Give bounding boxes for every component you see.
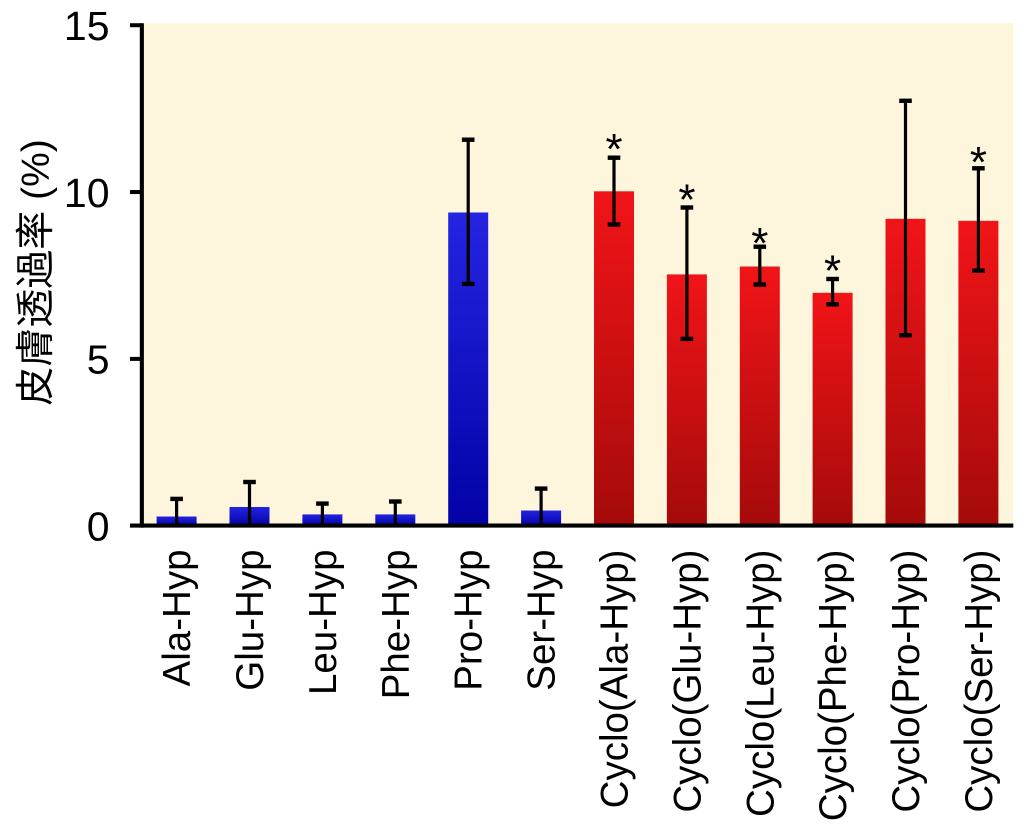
svg-text:Pro-Hyp: Pro-Hyp bbox=[448, 550, 491, 691]
svg-text:*: * bbox=[751, 219, 768, 268]
svg-text:Cyclo(Glu-Hyp): Cyclo(Glu-Hyp) bbox=[666, 550, 709, 813]
svg-text:Cyclo(Pro-Hyp): Cyclo(Pro-Hyp) bbox=[885, 550, 928, 813]
svg-text:Phe-Hyp: Phe-Hyp bbox=[375, 550, 418, 700]
svg-text:Cyclo(Ala-Hyp): Cyclo(Ala-Hyp) bbox=[594, 550, 637, 809]
svg-text:*: * bbox=[824, 246, 841, 295]
svg-text:Cyclo(Leu-Hyp): Cyclo(Leu-Hyp) bbox=[739, 550, 782, 817]
svg-text:Ser-Hyp: Ser-Hyp bbox=[521, 550, 564, 691]
svg-text:10: 10 bbox=[64, 170, 110, 216]
svg-text:Leu-Hyp: Leu-Hyp bbox=[302, 550, 345, 696]
svg-text:Cyclo(Ser-Hyp): Cyclo(Ser-Hyp) bbox=[958, 550, 1001, 813]
svg-text:*: * bbox=[678, 175, 695, 224]
svg-text:15: 15 bbox=[64, 3, 110, 49]
svg-text:Ala-Hyp: Ala-Hyp bbox=[156, 550, 199, 687]
svg-text:0: 0 bbox=[87, 503, 110, 549]
svg-text:*: * bbox=[605, 125, 622, 174]
svg-text:皮膚透過率 (%): 皮膚透過率 (%) bbox=[15, 139, 58, 406]
svg-text:*: * bbox=[970, 138, 987, 187]
svg-text:Glu-Hyp: Glu-Hyp bbox=[229, 550, 272, 691]
svg-text:Cyclo(Phe-Hyp): Cyclo(Phe-Hyp) bbox=[812, 550, 855, 822]
svg-text:5: 5 bbox=[87, 337, 110, 383]
